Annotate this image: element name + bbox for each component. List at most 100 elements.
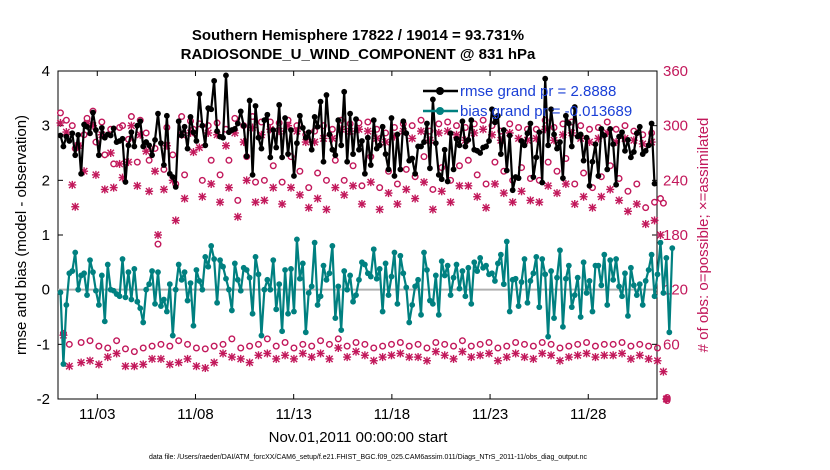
obs-assimilated-marker	[295, 190, 304, 199]
obs-possible-marker	[133, 158, 141, 166]
bias-point	[651, 293, 658, 300]
bias-point	[217, 257, 223, 264]
rmse-point	[583, 134, 590, 141]
bias-point	[589, 308, 596, 315]
bias-point	[403, 284, 410, 291]
bias-point	[332, 315, 339, 321]
obs-assimilated-marker	[183, 354, 192, 363]
rmse-point	[282, 115, 288, 121]
bias-point	[116, 293, 123, 300]
bias-point	[500, 281, 507, 288]
rmse-point	[60, 143, 67, 150]
x-tick-label: 11/08	[177, 406, 213, 423]
obs-possible-marker	[98, 118, 106, 126]
rmse-point	[152, 136, 158, 143]
obs-assimilated-marker	[493, 356, 502, 365]
rmse-point	[302, 134, 309, 141]
bias-point	[494, 260, 501, 267]
bias-point	[169, 332, 176, 339]
rmse-point	[418, 143, 424, 150]
rmse-point	[604, 166, 611, 173]
rmse-point	[314, 123, 321, 130]
bias-point	[571, 292, 578, 299]
obs-possible-marker	[435, 120, 443, 128]
rmse-point	[503, 167, 510, 174]
bias-point	[506, 308, 513, 315]
rmse-point	[161, 162, 167, 168]
obs-assimilated-marker	[77, 358, 86, 367]
rmse-point	[367, 162, 374, 168]
obs-possible-marker	[473, 171, 481, 179]
bias-point	[447, 292, 454, 299]
rmse-point	[524, 130, 531, 137]
bias-point	[432, 272, 439, 279]
rmse-point	[409, 155, 416, 162]
obs-assimilated-marker	[618, 349, 627, 358]
bias-point	[60, 361, 67, 367]
obs-possible-marker	[556, 344, 564, 352]
rmse-point	[521, 142, 528, 149]
obs-possible-marker	[157, 340, 165, 348]
bias-point	[568, 304, 575, 311]
obs-assimilated-marker	[561, 179, 570, 188]
bias-point	[220, 263, 226, 270]
bias-point	[131, 265, 138, 272]
obs-possible-marker	[520, 340, 528, 348]
obs-assimilated-marker	[366, 178, 375, 187]
obs-assimilated-marker	[458, 347, 467, 356]
obs-possible-marker	[600, 340, 608, 348]
obs-possible-marker	[565, 342, 573, 350]
obs-possible-marker	[308, 342, 316, 350]
obs-assimilated-marker	[369, 356, 378, 365]
obs-possible-marker	[83, 114, 91, 122]
bias-point	[438, 258, 445, 265]
legend-bias-label: bias grand pr = -0.013689	[460, 103, 632, 120]
rmse-point	[562, 112, 569, 119]
obs-assimilated-marker	[100, 185, 109, 194]
obs-possible-marker	[95, 342, 103, 350]
obs-assimilated-marker	[254, 351, 263, 360]
obs-possible-marker	[151, 144, 159, 152]
obs-possible-marker	[479, 116, 487, 124]
obs-assimilated-marker	[529, 354, 538, 363]
bias-point	[551, 315, 557, 321]
obs-possible-marker	[198, 176, 206, 184]
obs-possible-marker	[361, 340, 369, 348]
rmse-point	[87, 130, 93, 137]
rmse-point	[75, 132, 82, 138]
y-axis-right-label: # of obs: o=possible; ×=assimilated	[695, 118, 712, 353]
obs-possible-marker	[349, 162, 357, 170]
obs-possible-marker	[305, 184, 313, 192]
bias-point	[503, 238, 510, 245]
obs-possible-marker	[515, 123, 523, 131]
obs-assimilated-marker	[437, 187, 446, 196]
bias-point	[93, 287, 99, 294]
obs-possible-marker	[272, 342, 280, 350]
obs-assimilated-marker	[286, 183, 295, 192]
obs-possible-marker	[482, 180, 490, 188]
obs-possible-marker	[645, 342, 653, 350]
obs-assimilated-marker	[490, 179, 499, 188]
obs-possible-marker	[358, 182, 366, 190]
x-axis-ticks: 11/03 11/08 11/13 11/18 11/23 11/28	[79, 71, 606, 423]
rmse-point	[545, 142, 552, 149]
obs-possible-marker	[278, 178, 286, 186]
obs-assimilated-marker	[278, 200, 287, 209]
rmse-point	[627, 154, 634, 161]
bias-point	[196, 278, 203, 284]
obs-assimilated-marker	[564, 353, 573, 362]
rmse-point	[140, 143, 147, 150]
bias-point	[435, 311, 442, 318]
bias-point	[137, 305, 144, 312]
obs-assimilated-marker	[411, 194, 420, 203]
obs-possible-marker	[181, 171, 189, 179]
rmse-point	[607, 126, 614, 132]
rmse-point	[149, 152, 155, 159]
obs-assimilated-marker	[526, 196, 535, 205]
obs-assimilated-marker	[591, 353, 600, 362]
legend-rmse-marker	[436, 87, 444, 95]
obs-assimilated-marker	[455, 181, 464, 190]
bias-point	[279, 328, 286, 335]
obs-assimilated-marker	[245, 358, 254, 367]
bias-point	[412, 283, 419, 290]
